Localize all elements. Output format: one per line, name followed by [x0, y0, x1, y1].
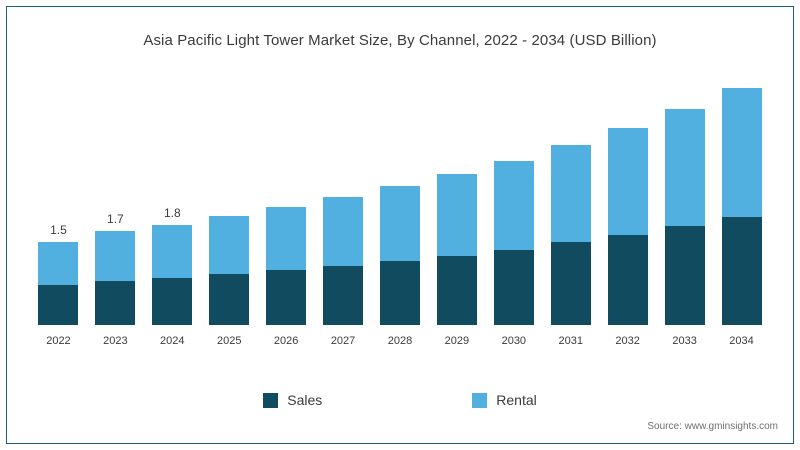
- x-tick-cell: 2033: [665, 325, 705, 355]
- bar-segment-rental[interactable]: [379, 185, 420, 261]
- bar-column[interactable]: [323, 70, 364, 325]
- bar-segment-rental[interactable]: [209, 216, 250, 274]
- legend-swatch-sales: [263, 392, 279, 408]
- legend-item-rental[interactable]: Rental: [472, 392, 537, 408]
- legend-swatch-rental: [472, 392, 488, 408]
- x-tick-cell: 2034: [722, 325, 762, 355]
- legend-item-sales[interactable]: Sales: [263, 392, 322, 408]
- bar-column[interactable]: [664, 70, 705, 325]
- bar-segment-sales[interactable]: [664, 226, 705, 325]
- x-tick-cell: 2030: [494, 325, 534, 355]
- bar-segment-rental[interactable]: [550, 144, 591, 243]
- bar-column[interactable]: [550, 70, 591, 325]
- x-tick-cell: 2027: [323, 325, 363, 355]
- x-tick-label: 2022: [46, 335, 71, 347]
- x-tick-label: 2023: [103, 335, 128, 347]
- x-tick-cell: 2031: [551, 325, 591, 355]
- x-axis-ticks: 2022 2023 2024 2025 2026 2027 2028 2029 2030 2031…: [30, 325, 770, 355]
- bar-value-label: 1.8: [163, 206, 181, 221]
- bar-column[interactable]: [607, 70, 648, 325]
- x-tick-label: 2027: [330, 335, 356, 347]
- x-tick-label: 2034: [729, 335, 754, 347]
- chart-legend: Sales Rental: [0, 392, 800, 408]
- bar-segment-rental[interactable]: [436, 174, 477, 256]
- x-tick-cell: 2032: [608, 325, 648, 355]
- bar-segment-sales[interactable]: [379, 260, 420, 325]
- x-tick-cell: 2023: [95, 325, 135, 355]
- x-tick-cell: 2022: [38, 325, 78, 355]
- legend-label-rental: Rental: [496, 392, 537, 408]
- bar-segment-rental[interactable]: [721, 87, 762, 217]
- bar-column[interactable]: [493, 70, 534, 325]
- x-tick-cell: 2029: [437, 325, 477, 355]
- bar-segment-sales[interactable]: [607, 234, 648, 325]
- bar-segment-sales[interactable]: [323, 265, 364, 325]
- bar-segment-rental[interactable]: [266, 207, 307, 271]
- legend-label-sales: Sales: [287, 392, 323, 408]
- x-tick-cell: 2028: [380, 325, 420, 355]
- bar-segment-sales[interactable]: [266, 270, 307, 325]
- bar-column[interactable]: [266, 70, 307, 325]
- bar-column[interactable]: [209, 70, 250, 325]
- bar-segment-sales[interactable]: [209, 274, 250, 325]
- x-tick-label: 2028: [387, 335, 413, 347]
- bar-segment-sales[interactable]: [152, 277, 193, 325]
- bar-segment-sales[interactable]: [550, 242, 591, 325]
- bar-segment-rental[interactable]: [664, 108, 705, 227]
- bar-value-label: 1.7: [107, 211, 124, 226]
- bar-segment-sales[interactable]: [95, 281, 136, 325]
- x-tick-label: 2024: [160, 335, 185, 347]
- chart-border: [6, 6, 794, 444]
- x-tick-label: 2029: [444, 335, 470, 347]
- x-tick-label: 2025: [216, 335, 242, 347]
- source-caption: Source: www.gminsights.com: [647, 421, 778, 432]
- x-tick-label: 2032: [615, 335, 640, 347]
- bar-segment-rental[interactable]: [607, 127, 648, 235]
- bar-segment-rental[interactable]: [323, 196, 364, 266]
- plot-area: 1.5 1.7 1.8 2022 2023 2024 2025 2026 2027 2028 20…: [30, 70, 770, 355]
- bar-group: 1.5 1.7 1.8: [30, 70, 770, 325]
- x-tick-label: 2031: [558, 335, 583, 347]
- x-tick-cell: 2026: [266, 325, 306, 355]
- x-tick-cell: 2024: [152, 325, 192, 355]
- bar-column[interactable]: [379, 70, 420, 325]
- bar-segment-sales[interactable]: [436, 255, 477, 325]
- chart-title: Asia Pacific Light Tower Market Size, By…: [143, 32, 657, 49]
- bar-column[interactable]: 1.7: [95, 70, 136, 325]
- bar-column[interactable]: [436, 70, 477, 325]
- bar-segment-rental[interactable]: [493, 160, 534, 250]
- bar-segment-sales[interactable]: [38, 285, 79, 325]
- bar-column[interactable]: 1.8: [152, 70, 193, 325]
- x-tick-label: 2030: [501, 335, 527, 347]
- bar-segment-sales[interactable]: [493, 249, 534, 325]
- bar-segment-rental[interactable]: [152, 225, 193, 278]
- bar-column[interactable]: [721, 70, 762, 325]
- x-tick-cell: 2025: [209, 325, 249, 355]
- x-tick-label: 2026: [273, 335, 299, 347]
- bar-segment-sales[interactable]: [721, 216, 762, 325]
- x-tick-label: 2033: [672, 335, 697, 347]
- bar-value-label: 1.5: [50, 222, 67, 237]
- bar-segment-rental[interactable]: [38, 241, 79, 286]
- bar-column[interactable]: 1.5: [38, 70, 79, 325]
- bar-segment-rental[interactable]: [95, 230, 136, 282]
